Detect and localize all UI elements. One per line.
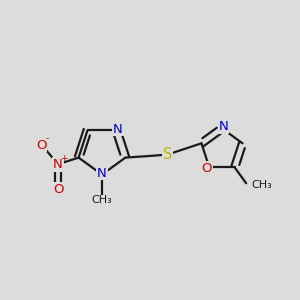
Text: N: N — [218, 120, 228, 134]
Text: O: O — [36, 139, 46, 152]
Text: CH₃: CH₃ — [92, 195, 112, 206]
Text: CH₃: CH₃ — [251, 180, 272, 190]
Text: N: N — [97, 167, 107, 180]
Text: O: O — [202, 162, 212, 175]
Text: N: N — [53, 158, 63, 171]
Text: +: + — [60, 154, 67, 164]
Text: O: O — [53, 183, 63, 196]
Text: S: S — [163, 147, 172, 162]
Text: -: - — [46, 135, 49, 144]
Text: N: N — [113, 123, 123, 136]
